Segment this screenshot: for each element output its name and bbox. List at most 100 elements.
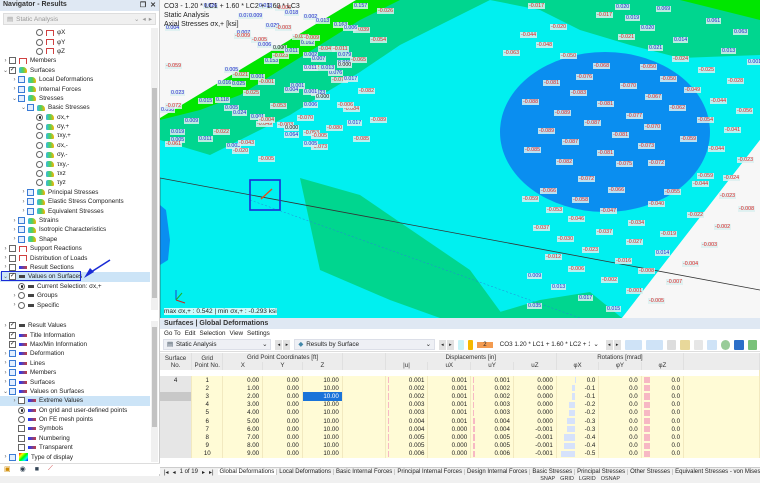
cell-ux[interactable]: 0.001 xyxy=(427,376,472,385)
float-icon[interactable]: ❐ xyxy=(139,2,147,9)
sheet-tab[interactable]: Other Stresses xyxy=(628,469,674,475)
cell-grid-point[interactable]: 5 xyxy=(191,408,224,417)
cell-uz[interactable]: 0.000 xyxy=(513,416,557,426)
cell-z[interactable]: 10.00 xyxy=(302,416,343,426)
results-by-select[interactable]: ◆ Results by Surface ⌄ xyxy=(294,339,435,350)
checkbox[interactable]: ✓ xyxy=(9,273,16,281)
cell-phiz[interactable]: 0.0 xyxy=(641,376,685,385)
cell-phix[interactable]: -0.4 xyxy=(556,441,600,450)
collapse-icon[interactable]: ⌄ xyxy=(2,67,9,74)
cell-y[interactable]: 0.00 xyxy=(262,384,303,393)
cell-ux[interactable]: 0.001 xyxy=(427,408,472,417)
cell-uy[interactable]: 0.001 xyxy=(470,376,514,385)
cell-u[interactable]: 0.005 xyxy=(385,433,429,442)
menu-view[interactable]: View xyxy=(229,330,243,337)
cell-phix[interactable]: -0.3 xyxy=(556,425,600,434)
checkbox[interactable] xyxy=(18,85,25,93)
cell-u[interactable]: 0.004 xyxy=(385,425,429,434)
cell-surface[interactable] xyxy=(160,416,193,426)
col-surface[interactable]: Surface No. xyxy=(160,353,193,370)
cell-u[interactable]: 0.005 xyxy=(385,441,429,450)
tree-item[interactable]: › Internal Forces xyxy=(0,84,150,93)
tree-item[interactable]: ✓ Max/Min Information xyxy=(0,340,150,349)
cell-z[interactable]: 10.00 xyxy=(302,392,343,401)
col-u[interactable]: |u| xyxy=(385,361,429,370)
cell-x[interactable]: 7.00 xyxy=(222,433,264,442)
cell-phiy[interactable]: 0.0 xyxy=(598,408,642,417)
cell-x[interactable]: 3.00 xyxy=(222,400,264,409)
cell-phix[interactable]: 0.0 xyxy=(556,376,600,385)
expand-icon[interactable]: › xyxy=(13,292,16,299)
table-row[interactable]: 6 5.00 0.00 10.00 0.004 0.001 0.004 0.000 -0.3 0.… xyxy=(160,416,760,426)
expand-icon[interactable]: › xyxy=(22,189,25,196)
radio-button[interactable] xyxy=(36,29,43,37)
cell-y[interactable]: 0.00 xyxy=(262,376,303,385)
cell-x[interactable]: 2.00 xyxy=(222,392,264,401)
cell-phiy[interactable]: 0.0 xyxy=(598,425,642,434)
tree-item[interactable]: Symbols xyxy=(0,424,150,433)
cell-phiy[interactable]: 0.0 xyxy=(598,433,642,442)
expand-icon[interactable]: › xyxy=(13,217,16,224)
tree-item[interactable]: › Members xyxy=(0,56,150,65)
expand-icon[interactable]: › xyxy=(4,369,7,376)
radio-button[interactable] xyxy=(18,301,25,309)
checkbox[interactable] xyxy=(27,198,34,206)
sheet-tab[interactable]: Equivalent Stresses - von Mises xyxy=(673,469,760,475)
cell-uz[interactable]: 0.000 xyxy=(513,408,557,417)
expand-icon[interactable]: › xyxy=(13,226,16,233)
next-page-button[interactable]: ▸ xyxy=(201,469,205,476)
checkbox[interactable] xyxy=(9,387,16,395)
radio-button[interactable] xyxy=(36,47,43,55)
next-arrow[interactable]: ▸ xyxy=(613,339,621,350)
tree-item[interactable]: σx,+ xyxy=(0,113,150,122)
cell-phix[interactable]: -0.4 xyxy=(556,433,600,442)
expand-icon[interactable]: › xyxy=(13,397,16,404)
cell-z[interactable]: 10.00 xyxy=(302,449,343,458)
export-icon[interactable] xyxy=(693,339,704,350)
checkbox[interactable]: ✓ xyxy=(9,322,16,330)
checkbox[interactable]: ✓ xyxy=(9,331,16,339)
radio-button[interactable] xyxy=(36,123,43,131)
table-row[interactable]: 2 1.00 0.00 10.00 0.002 0.001 0.002 0.000 -0.1 0.… xyxy=(160,384,760,393)
checkbox[interactable] xyxy=(9,369,16,377)
radio-button[interactable] xyxy=(36,38,43,46)
cell-grid-point[interactable]: 10 xyxy=(191,449,224,458)
checkbox[interactable] xyxy=(9,359,16,367)
tree-item[interactable]: › Support Reactions xyxy=(0,244,150,253)
show-values-icon[interactable] xyxy=(645,339,663,350)
tree-item[interactable]: ⌄ Stresses xyxy=(0,94,150,103)
table-row[interactable]: 4 3.00 0.00 10.00 0.003 0.001 0.003 0.000 -0.2 0.… xyxy=(160,400,760,409)
cell-phix[interactable]: -0.2 xyxy=(556,408,600,417)
snap-toggle[interactable]: SNAP xyxy=(540,476,556,482)
checkbox[interactable] xyxy=(18,76,25,84)
expand-icon[interactable]: › xyxy=(4,264,7,271)
cell-x[interactable]: 4.00 xyxy=(222,408,264,417)
cell-uy[interactable]: 0.004 xyxy=(470,425,514,434)
tree-item[interactable]: φY xyxy=(0,37,150,46)
cell-phiy[interactable]: 0.0 xyxy=(598,384,642,393)
checkbox[interactable] xyxy=(18,425,25,433)
settings-icon[interactable] xyxy=(720,339,731,350)
checkbox[interactable]: ✓ xyxy=(9,340,16,348)
cell-phix[interactable]: -0.1 xyxy=(556,384,600,393)
radio-button[interactable] xyxy=(18,406,25,414)
sheet-tab[interactable]: Basic Internal Forces xyxy=(334,469,396,475)
sheet-tab[interactable]: Principal Internal Forces xyxy=(395,469,466,475)
expand-icon[interactable]: › xyxy=(22,198,25,205)
cell-ux[interactable]: 0.001 xyxy=(427,384,472,393)
cell-phiz[interactable]: 0.0 xyxy=(641,433,685,442)
load-combination-select[interactable]: CO3 1.20 * LC1 + 1.60 * LC2 + 1.60 * L..… xyxy=(496,339,602,350)
cell-phiz[interactable]: 0.0 xyxy=(641,441,685,450)
col-uy[interactable]: uY xyxy=(470,361,514,370)
radio-button[interactable] xyxy=(36,113,43,121)
cell-phiz[interactable]: 0.0 xyxy=(641,449,685,458)
table-row[interactable]: 4 1 0.00 0.00 10.00 0.001 0.001 0.001 0.000 0.0 0.… xyxy=(160,376,760,385)
table-row[interactable]: 5 4.00 0.00 10.00 0.003 0.001 0.003 0.000 -0.2 0.… xyxy=(160,408,760,417)
menu-edit[interactable]: Edit xyxy=(184,330,196,337)
radio-button[interactable] xyxy=(18,282,25,290)
tree-item[interactable]: › ✓ Result Values xyxy=(0,321,150,330)
cell-z[interactable]: 10.00 xyxy=(302,384,343,393)
cell-uz[interactable]: 0.000 xyxy=(513,392,557,401)
expand-icon[interactable]: › xyxy=(13,236,16,243)
radio-button[interactable] xyxy=(36,160,43,168)
